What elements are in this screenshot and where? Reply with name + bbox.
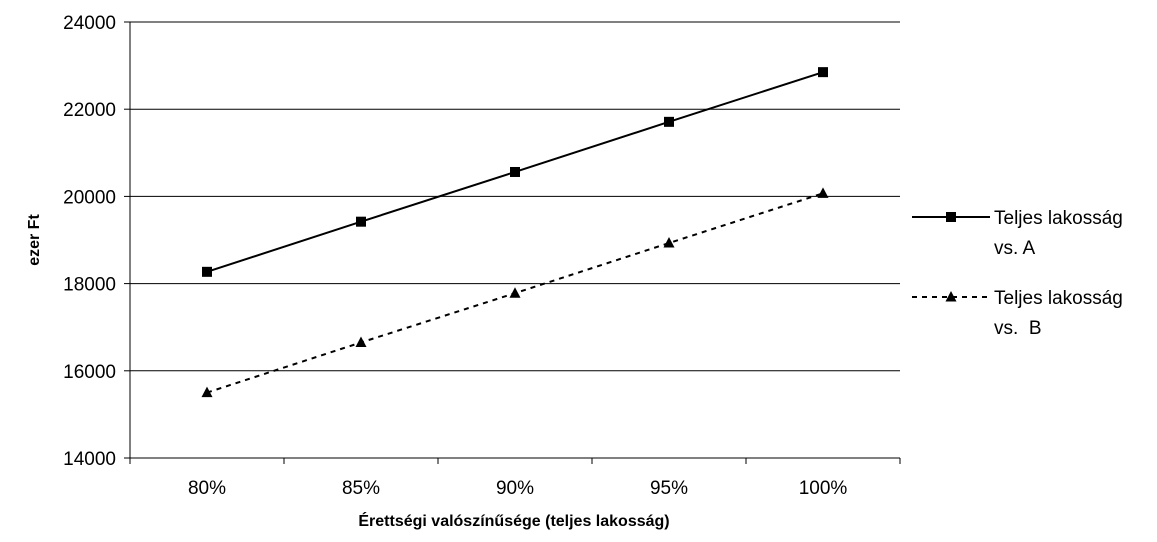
x-tick-label: 85% [342,478,380,499]
legend: Teljes lakosság vs. A Teljes lakosság vs. B [912,208,1123,339]
triangle-marker [817,187,829,198]
x-tick-label: 90% [496,478,534,499]
x-axis-ticks: 80% 85% 90% 95% 100% [129,458,901,499]
axes [129,22,900,459]
gridlines [130,21,900,372]
y-tick-label: 16000 [63,362,116,383]
square-marker [356,216,366,227]
y-axis-ticks: 14000 16000 18000 20000 22000 24000 [63,13,130,470]
square-marker [510,166,520,177]
triangle-marker [509,287,521,298]
x-tick-label: 100% [799,478,848,499]
y-axis-title: ezer Ft [26,214,43,266]
y-tick-label: 18000 [63,275,116,296]
legend-item-2: Teljes lakosság vs. B [912,288,1123,339]
series-1 [202,67,828,277]
triangle-marker [201,386,213,398]
square-marker [664,116,674,127]
x-axis-title: Érettségi valószínűsége (teljes lakosság… [358,511,669,530]
legend-label: vs. A [994,238,1036,259]
square-marker [202,266,212,277]
y-tick-label: 14000 [63,449,116,470]
legend-marker [945,291,957,302]
y-tick-label: 24000 [63,13,116,34]
triangle-marker [355,336,367,347]
x-tick-label: 80% [188,478,226,499]
y-tick-label: 22000 [63,100,116,121]
series-layer [201,67,829,398]
x-tick-label: 95% [650,478,688,499]
legend-marker [946,212,956,222]
legend-label: Teljes lakosság [994,208,1123,229]
legend-label: vs. B [994,318,1042,339]
triangle-marker [663,237,675,248]
legend-label: Teljes lakosság [994,288,1123,309]
square-marker [818,67,828,78]
series-2 [201,187,829,398]
y-tick-label: 20000 [63,187,116,208]
legend-item-1: Teljes lakosság vs. A [912,208,1123,259]
